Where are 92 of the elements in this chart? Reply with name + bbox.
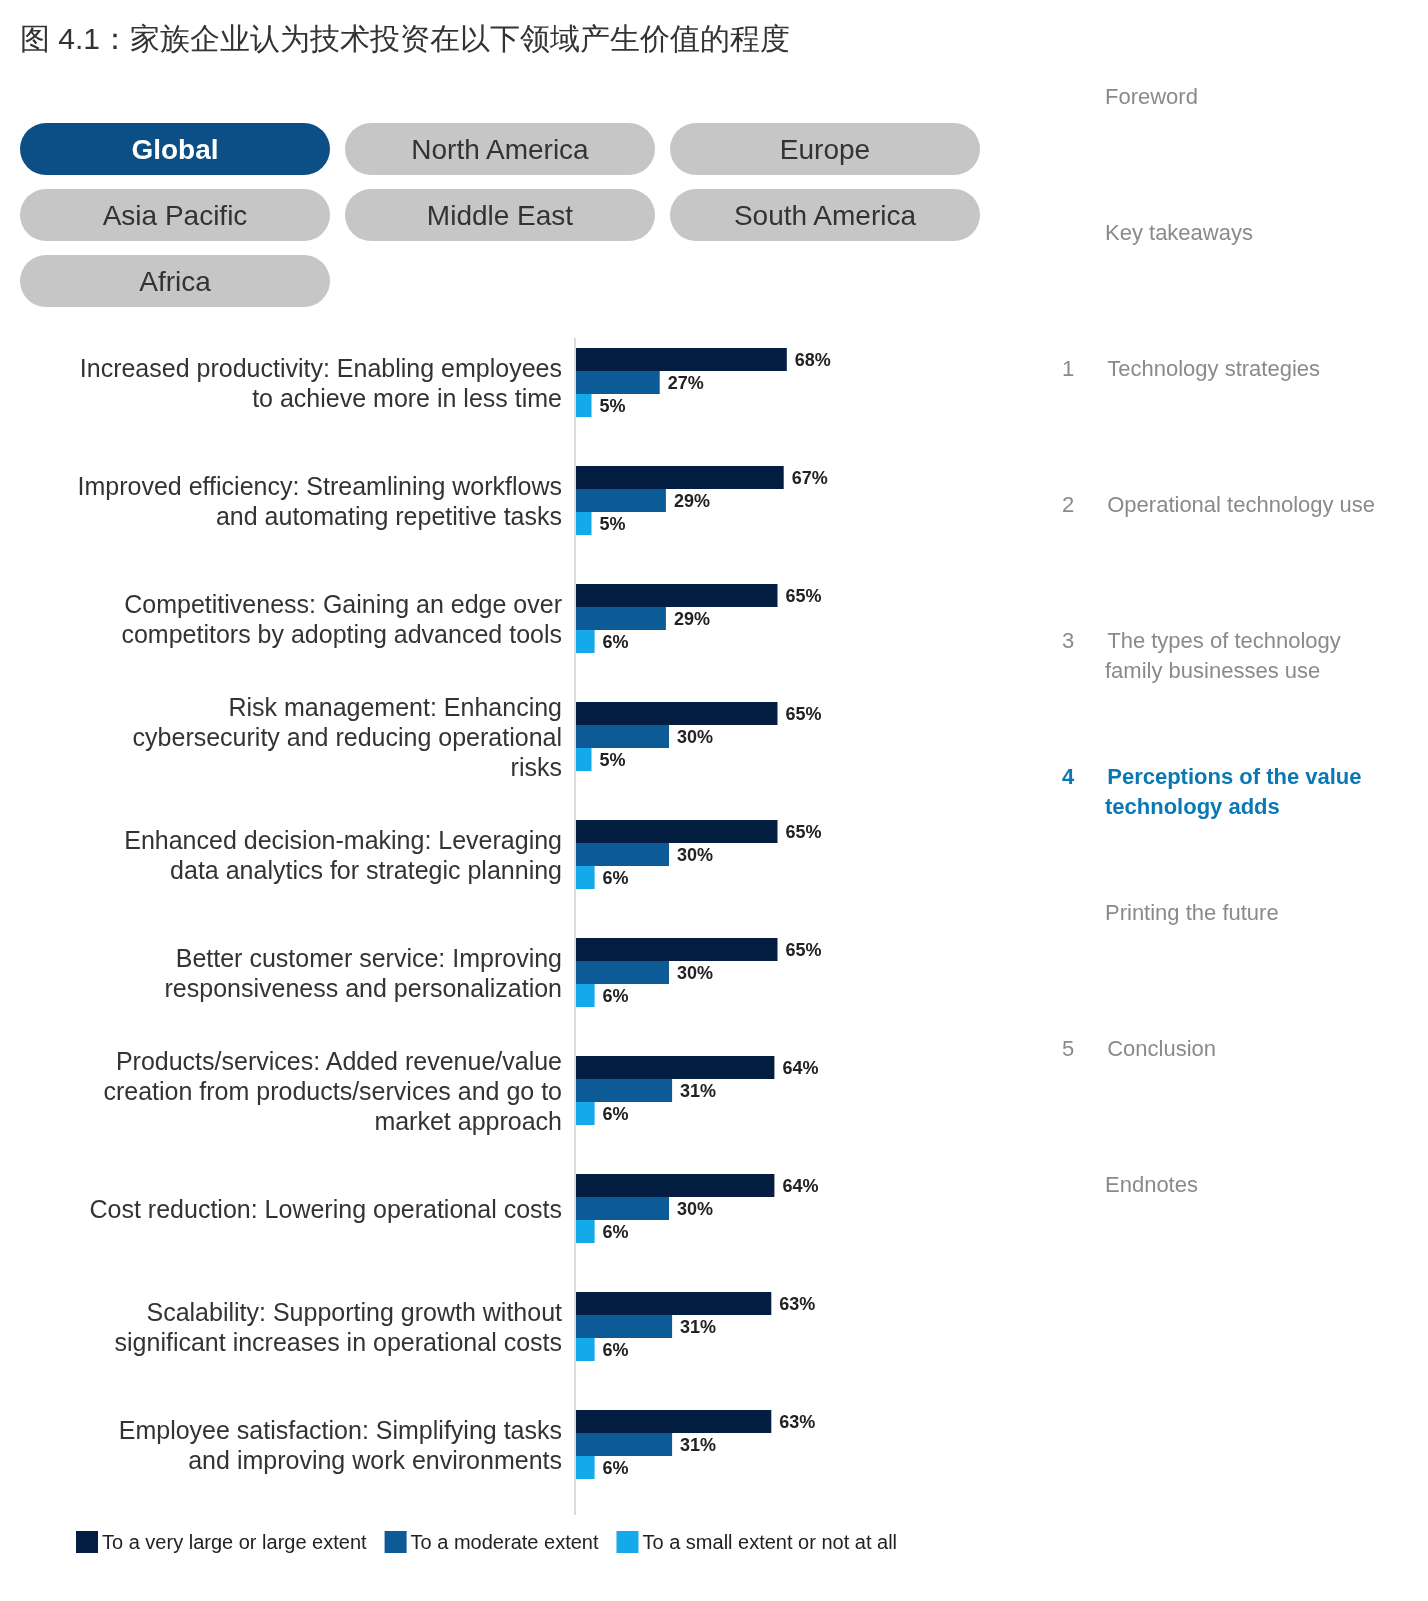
bar <box>576 1197 669 1220</box>
bar <box>576 1079 673 1102</box>
data-label: 30% <box>677 726 714 747</box>
data-label: 6% <box>602 631 629 652</box>
data-label: 65% <box>785 821 822 842</box>
category-label: Europe <box>779 133 871 165</box>
data-label: 31% <box>680 1080 717 1101</box>
category-label: South America <box>733 199 917 231</box>
data-label: 64% <box>782 1175 819 1196</box>
data-label: 65% <box>785 939 822 960</box>
chart-title: 图 4.1：家族企业认为技术投资在以下领域产生价值的程度 <box>20 21 791 55</box>
bar <box>576 371 660 394</box>
data-label: 6% <box>602 1457 629 1478</box>
legend-label: To a small extent or not at all <box>642 1531 898 1553</box>
data-label: 5% <box>599 749 626 770</box>
category-label: Key takeaways <box>1105 219 1253 245</box>
bar <box>576 820 778 843</box>
y-tick-label: Employee satisfaction: Simplifying tasks and improving work environments <box>118 1415 562 1474</box>
bar <box>576 961 669 984</box>
bar <box>576 1292 772 1315</box>
bar <box>576 725 669 748</box>
text: 3 The types of technology <box>1062 627 1341 653</box>
y-tick-label: Better customer service: Improving responsiveness and personalization <box>164 943 562 1002</box>
bar <box>576 748 592 771</box>
data-label: 68% <box>794 349 831 370</box>
bar <box>576 1456 595 1479</box>
y-tick-label: Products/services: Added revenue/value creation from products/services and go to market approach <box>103 1046 562 1135</box>
bar <box>576 1338 595 1361</box>
bar <box>576 1433 673 1456</box>
bar <box>576 1056 775 1079</box>
category-label: North America <box>411 133 590 165</box>
data-label: 6% <box>602 867 629 888</box>
category-label: family businesses use <box>1105 657 1321 683</box>
bar <box>576 702 778 725</box>
y-tick-label: Increased productivity: Enabling employees to achieve more in less time <box>79 353 562 412</box>
data-label: 6% <box>602 1339 629 1360</box>
data-label: 63% <box>779 1293 816 1314</box>
bar <box>576 866 595 889</box>
data-label: 65% <box>785 585 822 606</box>
legend-label: To a moderate extent <box>410 1531 599 1553</box>
category-label: Foreword <box>1105 83 1198 109</box>
data-label: 29% <box>673 490 710 511</box>
data-label: 6% <box>602 1221 629 1242</box>
data-label: 6% <box>602 985 629 1006</box>
data-label: 31% <box>680 1316 717 1337</box>
data-label: 30% <box>677 1198 714 1219</box>
bar <box>576 584 778 607</box>
data-label: 30% <box>677 844 714 865</box>
text: 4 Perceptions of the value <box>1062 763 1362 789</box>
category-label: Middle East <box>426 199 574 231</box>
bar <box>576 843 669 866</box>
data-label: 29% <box>673 608 710 629</box>
data-label: 5% <box>599 513 626 534</box>
category-label: Asia Pacific <box>102 199 248 231</box>
data-label: 63% <box>779 1411 816 1432</box>
data-label: 67% <box>791 467 828 488</box>
y-tick-label: Improved efficiency: Streamlining workflows and automating repetitive tasks <box>77 471 562 530</box>
legend-label: To a very large or large extent <box>102 1531 368 1553</box>
bar <box>576 466 784 489</box>
bar <box>576 1102 595 1125</box>
category-label: Africa <box>139 265 212 297</box>
bar <box>576 1315 673 1338</box>
bar <box>576 1410 772 1433</box>
text: 5 Conclusion <box>1062 1035 1217 1061</box>
bar <box>576 984 595 1007</box>
text: 1 Technology strategies <box>1062 355 1321 381</box>
bar <box>576 512 592 535</box>
category-label: Endnotes <box>1105 1171 1198 1197</box>
bar <box>576 630 595 653</box>
data-label: 30% <box>677 962 714 983</box>
data-label: 27% <box>667 372 704 393</box>
category-label: technology adds <box>1105 793 1280 819</box>
category-label: Global <box>131 133 219 165</box>
bar <box>576 607 666 630</box>
y-tick-label: Competitiveness: Gaining an edge over competitors by adopting advanced tools <box>121 589 562 648</box>
y-tick-label: Scalability: Supporting growth without significant increases in operational costs <box>114 1297 563 1356</box>
category-label: Printing the future <box>1105 899 1279 925</box>
bar <box>576 1174 775 1197</box>
data-label: 65% <box>785 703 822 724</box>
bar <box>576 394 592 417</box>
y-tick-label: Risk management: Enhancing cybersecurity and reducing operational risks <box>132 692 562 781</box>
data-label: 5% <box>599 395 626 416</box>
bar <box>576 938 778 961</box>
bar <box>576 1220 595 1243</box>
y-tick-label: Enhanced decision-making: Leveraging data analytics for strategic planning <box>124 825 562 884</box>
bar <box>576 489 666 512</box>
data-label: 64% <box>782 1057 819 1078</box>
text: 2 Operational technology use <box>1062 491 1376 517</box>
data-label: 31% <box>680 1434 717 1455</box>
data-label: 6% <box>602 1103 629 1124</box>
bar <box>576 348 787 371</box>
y-tick-label: Cost reduction: Lowering operational costs <box>89 1194 562 1223</box>
